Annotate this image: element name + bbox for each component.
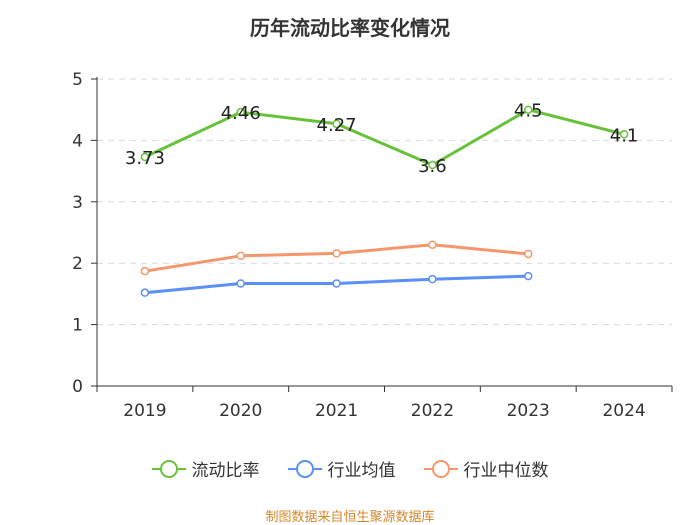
data-label: 4.46 [221, 103, 261, 124]
x-tick-label: 2021 [315, 401, 358, 421]
data-point-1 [332, 279, 341, 288]
chart-title: 历年流动比率变化情况 [250, 16, 450, 40]
x-tick-label: 2019 [123, 401, 166, 421]
data-point-2 [332, 249, 341, 258]
series-line-2 [144, 243, 529, 273]
data-point-0 [619, 130, 629, 139]
data-point-2 [524, 249, 533, 259]
x-tick-label: 2024 [602, 401, 645, 421]
axes: 0 1 2 3 4 5 2019 2020 2021 2022 2023 2024 [72, 70, 673, 421]
data-labels: 3.73 4.46 4.27 3.6 4.5 4.1 [125, 101, 639, 177]
data-point-0 [140, 152, 150, 162]
legend-label-industry-median: 行业中位数 [463, 461, 549, 481]
y-tick-label: 3 [72, 193, 83, 213]
legend-swatch-industry-median [423, 459, 458, 479]
data-point-0 [236, 107, 245, 117]
legend-item-industry-mean[interactable]: 行业均值 [287, 456, 396, 481]
data-point-2 [236, 251, 245, 261]
data-point-2 [140, 266, 150, 276]
data-label: 3.6 [418, 156, 447, 177]
x-tick-label: 2022 [411, 401, 454, 421]
data-point-1 [236, 279, 245, 288]
legend-label-current-ratio: 流动比率 [191, 461, 260, 481]
y-tick-label: 1 [72, 316, 83, 336]
data-source-note: 制图数据来自恒生聚源数据库 [265, 510, 435, 525]
data-point-1 [140, 288, 150, 297]
grid-lines [97, 78, 672, 326]
legend-swatch-industry-mean [287, 459, 322, 479]
data-point-0 [332, 119, 341, 129]
y-tick-label: 4 [72, 131, 83, 151]
series-line-0 [144, 108, 625, 167]
legend-item-industry-median[interactable]: 行业中位数 [423, 456, 549, 481]
x-tick-label: 2023 [507, 401, 550, 421]
y-tick-label: 0 [72, 377, 83, 397]
data-label: 4.27 [317, 115, 357, 136]
legend: 流动比率 行业均值 行业中位数 [0, 456, 700, 481]
series-layer [140, 105, 629, 297]
legend-item-current-ratio[interactable]: 流动比率 [151, 456, 260, 481]
y-tick-label: 2 [72, 254, 83, 274]
data-point-1 [524, 271, 533, 281]
data-point-0 [428, 160, 437, 170]
legend-label-industry-mean: 行业均值 [327, 461, 396, 481]
legend-swatch-current-ratio [151, 459, 186, 479]
data-label: 3.73 [125, 148, 165, 169]
data-label: 4.5 [514, 101, 543, 122]
x-tick-label: 2020 [219, 401, 262, 421]
data-label: 4.1 [610, 125, 639, 146]
data-point-0 [524, 105, 533, 114]
data-point-2 [428, 240, 437, 250]
y-tick-label: 5 [72, 70, 83, 90]
data-point-1 [428, 274, 437, 284]
